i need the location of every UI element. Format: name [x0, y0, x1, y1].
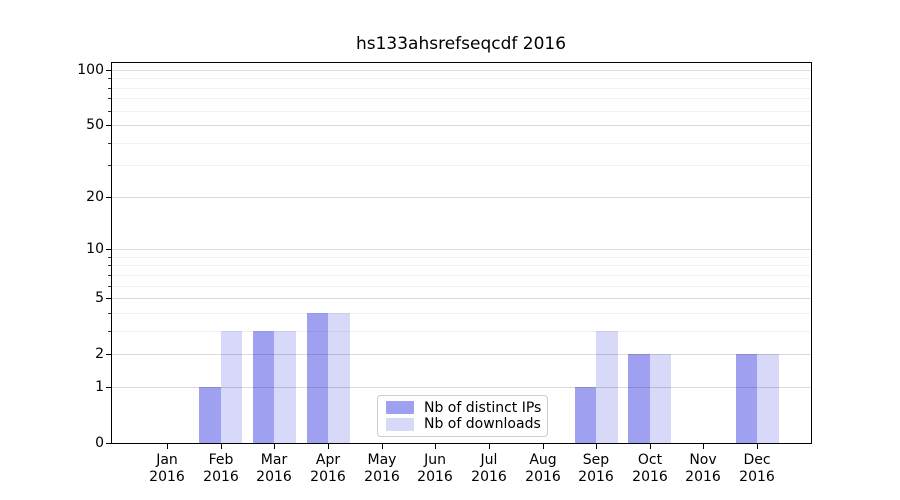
- legend: Nb of distinct IPs Nb of downloads: [377, 395, 548, 437]
- x-tick-label: Dec 2016: [739, 452, 775, 485]
- gridline-minor: [111, 111, 811, 112]
- y-tick-mark: [106, 387, 111, 388]
- bar-downloads: [274, 330, 296, 443]
- y-tick-mark: [106, 70, 111, 71]
- y-tick-label: 100: [77, 62, 104, 78]
- y-tick-mark: [106, 443, 111, 444]
- x-tick-mark: [167, 444, 168, 449]
- gridline-major: [111, 354, 811, 355]
- y-tick-label: 10: [86, 241, 104, 257]
- y-tick-mark: [106, 197, 111, 198]
- bar-distinct-ips: [735, 354, 758, 443]
- gridline-minor: [111, 88, 811, 89]
- y-minor-tick-mark: [108, 275, 111, 276]
- gridline-minor: [111, 331, 811, 332]
- x-tick-mark: [274, 444, 275, 449]
- gridline-minor: [111, 265, 811, 266]
- x-tick-mark: [650, 444, 651, 449]
- x-tick-label: Jan 2016: [149, 452, 185, 485]
- x-tick-label: Feb 2016: [203, 452, 239, 485]
- bar-distinct-ips: [199, 386, 221, 443]
- legend-label-distinct-ips: Nb of distinct IPs: [424, 399, 542, 416]
- bar-downloads: [596, 330, 618, 443]
- y-minor-tick-mark: [108, 88, 111, 89]
- y-minor-tick-mark: [108, 143, 111, 144]
- x-tick-label: Sep 2016: [578, 452, 614, 485]
- y-minor-tick-mark: [108, 265, 111, 266]
- y-minor-tick-mark: [108, 165, 111, 166]
- y-tick-mark: [106, 125, 111, 126]
- y-tick-label: 1: [95, 379, 104, 395]
- y-minor-tick-mark: [108, 98, 111, 99]
- legend-swatch-distinct-ips: [386, 401, 414, 415]
- gridline-major: [111, 387, 811, 388]
- x-tick-label: Aug 2016: [525, 452, 561, 485]
- gridline-minor: [111, 165, 811, 166]
- gridline-minor: [111, 98, 811, 99]
- y-tick-label: 5: [95, 290, 104, 306]
- y-tick-mark: [106, 298, 111, 299]
- x-tick-mark: [757, 444, 758, 449]
- y-tick-mark: [106, 354, 111, 355]
- legend-item-distinct-ips: Nb of distinct IPs: [386, 399, 542, 416]
- x-tick-mark: [221, 444, 222, 449]
- bar-distinct-ips: [306, 312, 329, 443]
- y-tick-label: 50: [86, 117, 104, 133]
- y-minor-tick-mark: [108, 257, 111, 258]
- y-minor-tick-mark: [108, 331, 111, 332]
- x-tick-label: Mar 2016: [256, 452, 292, 485]
- bar-downloads: [649, 354, 672, 443]
- y-tick-label: 2: [95, 346, 104, 362]
- plot-area: [111, 62, 812, 444]
- y-tick-mark: [106, 249, 111, 250]
- gridline-major: [111, 70, 811, 71]
- gridline-minor: [111, 143, 811, 144]
- x-tick-label: May 2016: [364, 452, 400, 485]
- x-tick-mark: [435, 444, 436, 449]
- bar-downloads: [328, 312, 350, 443]
- y-tick-label: 0: [95, 435, 104, 451]
- y-minor-tick-mark: [108, 286, 111, 287]
- gridline-minor: [111, 313, 811, 314]
- gridline-major: [111, 249, 811, 250]
- x-tick-label: Nov 2016: [685, 452, 721, 485]
- gridline-minor: [111, 275, 811, 276]
- y-minor-tick-mark: [108, 313, 111, 314]
- gridline-minor: [111, 286, 811, 287]
- y-tick-label: 20: [86, 189, 104, 205]
- legend-label-downloads: Nb of downloads: [424, 416, 541, 433]
- chart-title: hs133ahsrefseqcdf 2016: [355, 34, 567, 54]
- x-tick-label: Apr 2016: [310, 452, 346, 485]
- x-tick-label: Oct 2016: [632, 452, 668, 485]
- gridline-major: [111, 197, 811, 198]
- legend-swatch-downloads: [386, 417, 414, 431]
- bar-downloads: [220, 330, 243, 443]
- bar-distinct-ips: [628, 354, 650, 443]
- gridline-minor: [111, 78, 811, 79]
- bar-distinct-ips: [252, 330, 275, 443]
- legend-item-downloads: Nb of downloads: [386, 416, 541, 433]
- bar-distinct-ips: [574, 386, 597, 443]
- x-tick-mark: [596, 444, 597, 449]
- y-minor-tick-mark: [108, 78, 111, 79]
- x-tick-mark: [543, 444, 544, 449]
- gridline-minor: [111, 257, 811, 258]
- gridline-major: [111, 125, 811, 126]
- x-tick-mark: [382, 444, 383, 449]
- gridline-major: [111, 298, 811, 299]
- x-tick-mark: [328, 444, 329, 449]
- x-tick-label: Jun 2016: [417, 452, 453, 485]
- x-tick-label: Jul 2016: [471, 452, 507, 485]
- x-tick-mark: [489, 444, 490, 449]
- bar-downloads: [757, 354, 779, 443]
- x-tick-mark: [703, 444, 704, 449]
- y-minor-tick-mark: [108, 111, 111, 112]
